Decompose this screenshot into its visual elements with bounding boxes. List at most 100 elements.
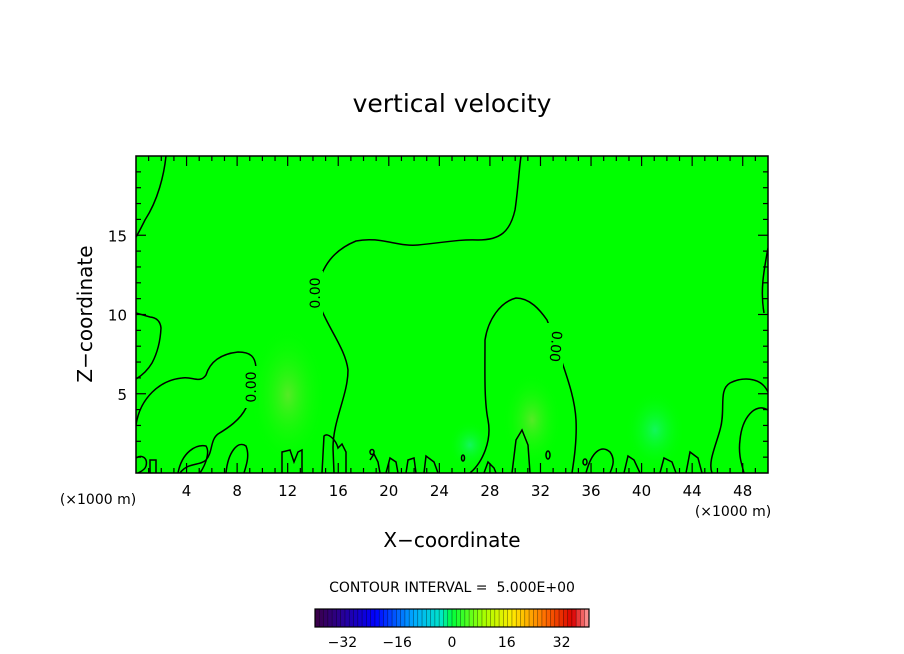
colorbar-cell (366, 609, 371, 627)
contour-line (136, 312, 162, 380)
x-tick-labels: 4 8 12 16 20 24 28 32 36 40 44 48 (182, 482, 752, 500)
x-tick-label: 48 (733, 482, 752, 500)
contour-line (761, 247, 768, 314)
x-unit-label-right: (×1000 m) (695, 504, 771, 520)
contour-field (136, 156, 768, 473)
colorbar-cell (529, 609, 534, 627)
colorbar-cell (567, 609, 573, 627)
colorbar-cell (473, 609, 478, 627)
colorbar-cell (387, 609, 393, 627)
x-axis-label: X−coordinate (383, 528, 520, 552)
colorbar-cell (554, 609, 560, 627)
contour-line (738, 407, 768, 473)
contour-line (405, 457, 417, 473)
x-tick-label: 24 (430, 482, 449, 500)
contour-line (423, 454, 439, 473)
colorbar-cell (439, 609, 444, 627)
x-tick-label: 32 (531, 482, 550, 500)
contour-line (623, 454, 641, 473)
contour-line (511, 428, 531, 473)
colorbar-frame (314, 608, 590, 628)
contour-line (659, 456, 677, 473)
colorbar-cell (370, 609, 376, 627)
colorbar-cell (447, 609, 453, 627)
x-tick-label: 40 (632, 482, 651, 500)
contour-lines (136, 156, 768, 473)
y-axis-label: Z−coordinate (73, 245, 97, 382)
axis-ticks (136, 156, 768, 473)
colorbar-cell (576, 609, 581, 627)
colorbar-cell (379, 609, 384, 627)
contour-line (369, 452, 381, 473)
contour-interval-text: CONTOUR INTERVAL = 5.000E+00 (329, 580, 575, 596)
colorbar-tick-label: −32 (328, 635, 358, 651)
colorbar-cell (323, 609, 329, 627)
contour-line (483, 460, 497, 473)
colorbar-cell (571, 609, 577, 627)
chart-title: vertical velocity (353, 89, 552, 118)
x-tick-label: 4 (182, 482, 192, 500)
colorbar-cell (340, 609, 346, 627)
x-tick-label: 16 (329, 482, 348, 500)
contour-line (685, 450, 703, 473)
updraft-shading (502, 372, 562, 468)
colorbar-cell (413, 609, 419, 627)
colorbar-cell (452, 609, 457, 627)
colorbar-cell (357, 609, 363, 627)
colorbar-cell (443, 609, 449, 627)
y-tick-label: 15 (108, 227, 127, 245)
colorbar-cell (580, 609, 586, 627)
colorbar-cell (584, 609, 590, 627)
y-tick-label: 5 (117, 386, 127, 404)
colorbar-cell (494, 609, 500, 627)
colorbar-cell (422, 609, 427, 627)
colorbar-cell (486, 609, 491, 627)
updraft-shading (250, 325, 326, 465)
contour-line (281, 448, 303, 473)
colorbar-cell (404, 609, 410, 627)
colorbar-cell (563, 609, 568, 627)
downdraft-shading (448, 420, 492, 470)
contour-line (149, 459, 157, 473)
colorbar-cell (477, 609, 483, 627)
x-tick-label: 36 (581, 482, 600, 500)
contour-line (469, 297, 577, 473)
colorbar-cell (499, 609, 504, 627)
contour-line (225, 443, 249, 473)
x-unit-label-left: (×1000 m) (60, 492, 136, 508)
colorbar-cell (520, 609, 526, 627)
colorbar-cell (456, 609, 461, 627)
contour-line (136, 455, 148, 473)
colorbar-cell (327, 609, 333, 627)
contour-label: 0.00 (546, 330, 565, 362)
x-tick-label: 8 (232, 482, 242, 500)
colorbar-cell (464, 609, 470, 627)
colorbar-cell (559, 609, 564, 627)
colorbar-cell (533, 609, 538, 627)
x-tick-label: 28 (480, 482, 499, 500)
colorbar-cell (507, 609, 513, 627)
colorbar-cell (503, 609, 508, 627)
colorbar-cell (524, 609, 530, 627)
colorbar-tick-label: 32 (553, 635, 571, 651)
contour-labels: 0.00 0.00 0.00 (243, 271, 564, 408)
colorbar-cell (315, 609, 320, 627)
colorbar-cell (336, 609, 341, 627)
colorbar-cell (490, 609, 496, 627)
y-tick-labels: 5 10 15 (108, 227, 127, 404)
colorbar-cell (460, 609, 466, 627)
colorbar-cell (409, 609, 414, 627)
colorbar-cell (426, 609, 431, 627)
contour-line (321, 434, 347, 473)
y-tick-label: 10 (108, 307, 127, 325)
colorbar (315, 609, 590, 627)
colorbar-cell (383, 609, 389, 627)
colorbar-cell (353, 609, 359, 627)
colorbar-cell (332, 609, 337, 627)
colorbar-cell (344, 609, 350, 627)
colorbar-labels: −32 −16 0 16 32 (328, 635, 571, 651)
contour-line (315, 156, 522, 473)
colorbar-cell (541, 609, 547, 627)
x-tick-label: 20 (379, 482, 398, 500)
